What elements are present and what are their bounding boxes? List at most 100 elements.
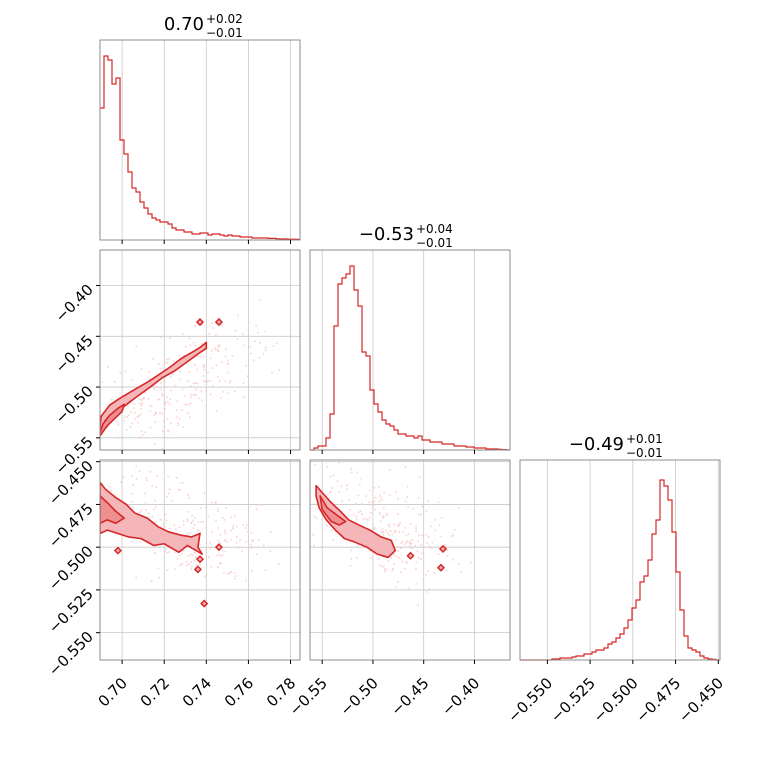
- sample-point: [204, 548, 207, 551]
- sample-point: [193, 559, 196, 562]
- sample-point: [373, 504, 376, 507]
- sample-point: [399, 547, 402, 550]
- sample-point: [420, 513, 423, 516]
- sample-point: [195, 388, 198, 391]
- sample-point: [187, 510, 190, 513]
- sample-point: [243, 344, 246, 347]
- sample-point: [395, 491, 398, 494]
- sample-point: [113, 380, 116, 383]
- sample-point: [450, 535, 453, 538]
- sample-point: [437, 501, 440, 504]
- histogram-0: [100, 55, 300, 240]
- sample-point: [154, 506, 157, 509]
- sample-point: [354, 502, 357, 505]
- sample-point: [140, 430, 143, 433]
- sample-point: [371, 501, 374, 504]
- sample-point: [182, 520, 185, 523]
- sample-point: [214, 519, 217, 522]
- sample-point: [118, 436, 121, 439]
- sample-point: [192, 382, 195, 385]
- sample-point: [433, 571, 436, 574]
- sample-point: [165, 551, 168, 554]
- sample-point: [366, 519, 369, 522]
- sample-point: [379, 520, 382, 523]
- sample-point: [193, 551, 196, 554]
- sample-point: [130, 540, 133, 543]
- sample-point: [165, 396, 168, 399]
- sample-point: [350, 467, 353, 470]
- sample-point: [218, 379, 221, 382]
- sample-point: [195, 368, 198, 371]
- sample-point: [245, 524, 248, 527]
- sample-point: [235, 535, 238, 538]
- sample-point: [169, 398, 172, 401]
- sample-point: [264, 349, 267, 352]
- sample-point: [156, 398, 159, 401]
- sample-point: [123, 419, 126, 422]
- sample-point: [355, 518, 358, 521]
- sample-point: [202, 365, 205, 368]
- sample-point: [168, 488, 171, 491]
- sample-point: [438, 524, 441, 527]
- sample-point: [221, 554, 224, 557]
- sample-point: [259, 342, 262, 345]
- sample-point: [117, 423, 120, 426]
- contour-island: [113, 546, 122, 555]
- sample-point: [378, 494, 381, 497]
- sample-point: [171, 373, 174, 376]
- sample-point: [144, 501, 147, 504]
- sample-point: [106, 365, 109, 368]
- sample-point: [201, 323, 204, 326]
- sample-point: [197, 355, 200, 358]
- sample-point: [305, 510, 307, 512]
- sample-point: [158, 363, 161, 366]
- sample-point: [357, 544, 360, 547]
- sample-point: [192, 527, 195, 530]
- sample-point: [382, 515, 385, 518]
- sample-point: [133, 411, 136, 414]
- sample-point: [387, 559, 390, 562]
- contour-inner: [100, 403, 126, 437]
- sample-point: [155, 475, 158, 478]
- sample-point: [205, 542, 208, 545]
- sample-point: [207, 379, 210, 382]
- sample-point: [397, 545, 400, 548]
- sample-point: [425, 510, 428, 513]
- sample-point: [350, 471, 353, 474]
- sample-point: [258, 298, 261, 301]
- sample-point: [126, 404, 129, 407]
- sample-point: [200, 343, 203, 346]
- sample-point: [231, 354, 234, 357]
- sample-point: [242, 523, 245, 526]
- sample-point: [220, 361, 223, 364]
- sample-point: [115, 464, 117, 466]
- sample-point: [400, 571, 403, 574]
- sample-point: [385, 568, 388, 571]
- panel-2-0: [100, 460, 300, 660]
- sample-point: [380, 530, 383, 533]
- sample-point: [326, 524, 329, 527]
- sample-point: [205, 526, 208, 529]
- x-tick-label: 0.76: [221, 674, 257, 710]
- sample-point: [176, 557, 179, 560]
- sample-point: [137, 467, 139, 469]
- sample-point: [381, 527, 384, 530]
- sample-point: [383, 570, 386, 573]
- sample-point: [141, 402, 144, 405]
- sample-point: [330, 529, 333, 532]
- sample-point: [141, 456, 143, 458]
- sample-point: [185, 403, 188, 406]
- sample-point: [225, 348, 228, 351]
- sample-point: [142, 455, 144, 457]
- sample-point: [401, 560, 404, 563]
- sample-point: [158, 576, 161, 579]
- sample-point: [190, 553, 193, 556]
- sample-point: [230, 516, 233, 519]
- title-median-0: 0.70: [164, 14, 204, 35]
- sample-point: [262, 544, 265, 547]
- contour-outer: [100, 341, 208, 437]
- sample-point: [182, 523, 185, 526]
- sample-point: [407, 587, 410, 590]
- sample-point: [255, 508, 258, 511]
- sample-point: [348, 498, 351, 501]
